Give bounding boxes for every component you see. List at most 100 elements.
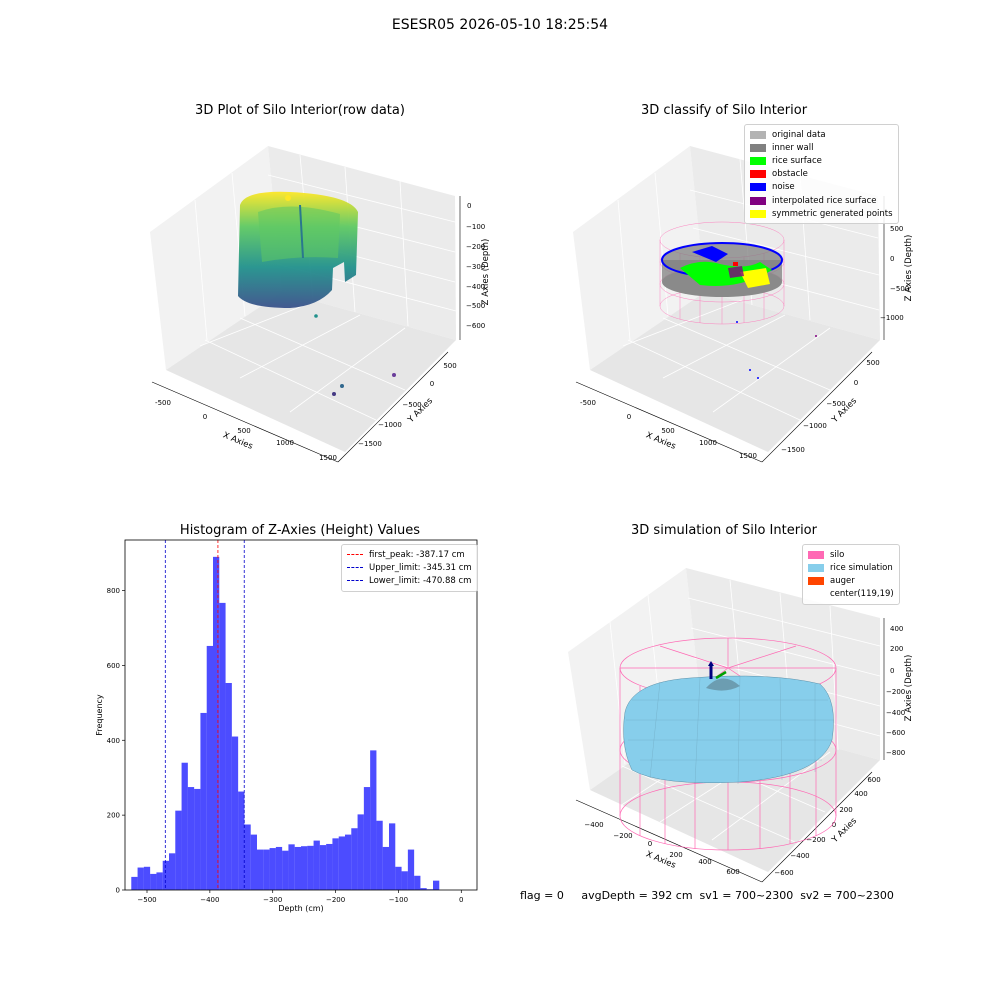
legend-swatch: [750, 170, 766, 179]
histogram-bar: [307, 845, 314, 890]
histogram-bar: [301, 846, 308, 890]
simulation-z-tick: −400: [886, 709, 905, 717]
histogram-bar: [244, 824, 251, 890]
classify-x-tick: -500: [580, 399, 596, 407]
histogram-title: Histogram of Z-Axies (Height) Values: [179, 523, 421, 538]
raw-outlier-point: [340, 384, 344, 388]
simulation-x-tick: −400: [584, 821, 603, 829]
raw-x-tick: 0: [203, 413, 207, 421]
classify-noise-point: [749, 369, 751, 371]
histogram-bar: [338, 836, 345, 890]
histogram-y-tick-label: 800: [107, 587, 120, 595]
histogram-bar: [294, 846, 301, 890]
classify-z-tick: 500: [890, 225, 903, 233]
classify-noise-cluster: [692, 246, 728, 262]
histogram-bar: [137, 867, 144, 890]
legend-swatch: [808, 576, 824, 585]
raw-x-tick: 1000: [276, 439, 294, 447]
raw-z-tick: −400: [466, 283, 485, 291]
legend-swatch: [750, 183, 766, 192]
legend-item-silo: silo: [808, 548, 894, 561]
histogram-bar: [407, 849, 415, 890]
histogram-bar: [288, 844, 295, 890]
raw-z-label: Z Axies (Depth): [481, 239, 491, 306]
raw-outlier-point: [332, 392, 336, 396]
raw-y-tick: −1000: [378, 421, 402, 429]
raw-pane-floor: [166, 292, 456, 452]
raw-z-tick: −100: [466, 223, 485, 231]
classify-obstacle: [733, 262, 738, 266]
classify-3d-axes: -500 0 500 1000 1500 500 0 −500 −1000 −1…: [573, 146, 914, 463]
raw-z-tick: −600: [466, 322, 485, 330]
raw-3d-axes: -500 0 500 1000 1500 500 0 −500 −1000 −1…: [150, 146, 491, 463]
legend-item-center: center(119,19): [808, 588, 894, 601]
raw-y-tick: 500: [443, 362, 456, 370]
classify-y-tick: −1000: [803, 422, 827, 430]
legend-swatch: [750, 209, 766, 218]
histogram-x-tick-label: −100: [389, 896, 408, 904]
classify-interpolated-surface: [728, 266, 744, 278]
histogram-y-tick-label: 0: [116, 887, 120, 895]
histogram-frame: [124, 539, 478, 891]
histogram-bar: [194, 788, 201, 890]
classify-z-tick: −1000: [880, 314, 904, 322]
classify-z-tick: −500: [890, 285, 909, 293]
classify-noise-point: [815, 335, 817, 337]
simulation-x-tick: 400: [698, 858, 711, 866]
raw-z-tick: 0: [467, 202, 471, 210]
legend-item-lower-limit: Lower_limit: -470.88 cm: [347, 574, 472, 587]
legend-item-obstacle: obstacle: [750, 168, 893, 181]
histogram-bar: [175, 810, 182, 890]
raw-z-tick: −200: [466, 243, 485, 251]
histogram-bar: [250, 834, 257, 890]
histogram-legend: first_peak: -387.17 cm Upper_limit: -345…: [341, 544, 478, 592]
raw-y-tick: 0: [430, 380, 434, 388]
histogram-bar: [206, 645, 213, 890]
histogram-bar: [257, 849, 264, 890]
histogram-bar: [370, 750, 377, 890]
histogram-bar: [332, 838, 339, 890]
simulation-y-tick: 0: [832, 821, 836, 829]
simulation-auger-tip: [708, 661, 714, 666]
histogram-y-tick-label: 200: [107, 812, 120, 820]
histogram-x-ticks: −500 −400 −300 −200 −100 0: [137, 890, 464, 904]
histogram-bar: [231, 736, 239, 890]
histogram-bar: [213, 556, 220, 890]
histogram-bar: [263, 849, 270, 890]
histogram-bar: [414, 875, 421, 890]
raw-y-tick: −500: [402, 401, 421, 409]
histogram-bar: [363, 787, 371, 890]
simulation-rice-cone: [706, 678, 740, 691]
histogram-y-tick-label: 600: [107, 662, 120, 670]
raw-x-tick: 1500: [319, 454, 337, 462]
histogram-bar: [187, 787, 195, 890]
raw-y-axis: [337, 351, 449, 463]
histogram-bars: [131, 556, 440, 890]
histogram-bar: [169, 853, 176, 890]
histogram-bar: [238, 791, 245, 890]
histogram-bar: [150, 873, 157, 890]
histogram-bar: [162, 860, 169, 890]
legend-item-rice-simulation: rice simulation: [808, 561, 894, 574]
classify-symmetric-points: [740, 268, 770, 288]
simulation-x-tick: 0: [648, 840, 652, 848]
legend-swatch: [808, 590, 824, 599]
simulation-z-tick: 200: [890, 645, 903, 653]
histogram-bar: [389, 823, 396, 890]
legend-item-first-peak: first_peak: -387.17 cm: [347, 548, 472, 561]
histogram-bar: [313, 840, 320, 890]
classify-z-label: Z Axies (Depth): [904, 235, 914, 302]
classify-legend: original data inner wall rice surface ob…: [744, 124, 899, 225]
histogram-x-tick-label: −400: [200, 896, 219, 904]
simulation-x-tick: 200: [669, 851, 682, 859]
histogram-y-tick-label: 400: [107, 737, 120, 745]
simulation-rice-mesh: [626, 675, 834, 785]
classify-x-tick: 1500: [739, 452, 757, 460]
histogram-bar: [131, 876, 138, 890]
status-footer: flag = 0 avgDepth = 392 cm sv1 = 700~230…: [520, 889, 894, 902]
classify-noise-point: [757, 377, 759, 379]
legend-line: [347, 554, 363, 556]
simulation-z-tick: −600: [886, 729, 905, 737]
simulation-3d-axes: −400 −200 0 200 400 600 600 400 200 0 −2…: [568, 568, 914, 883]
simulation-y-tick: 600: [867, 776, 880, 784]
